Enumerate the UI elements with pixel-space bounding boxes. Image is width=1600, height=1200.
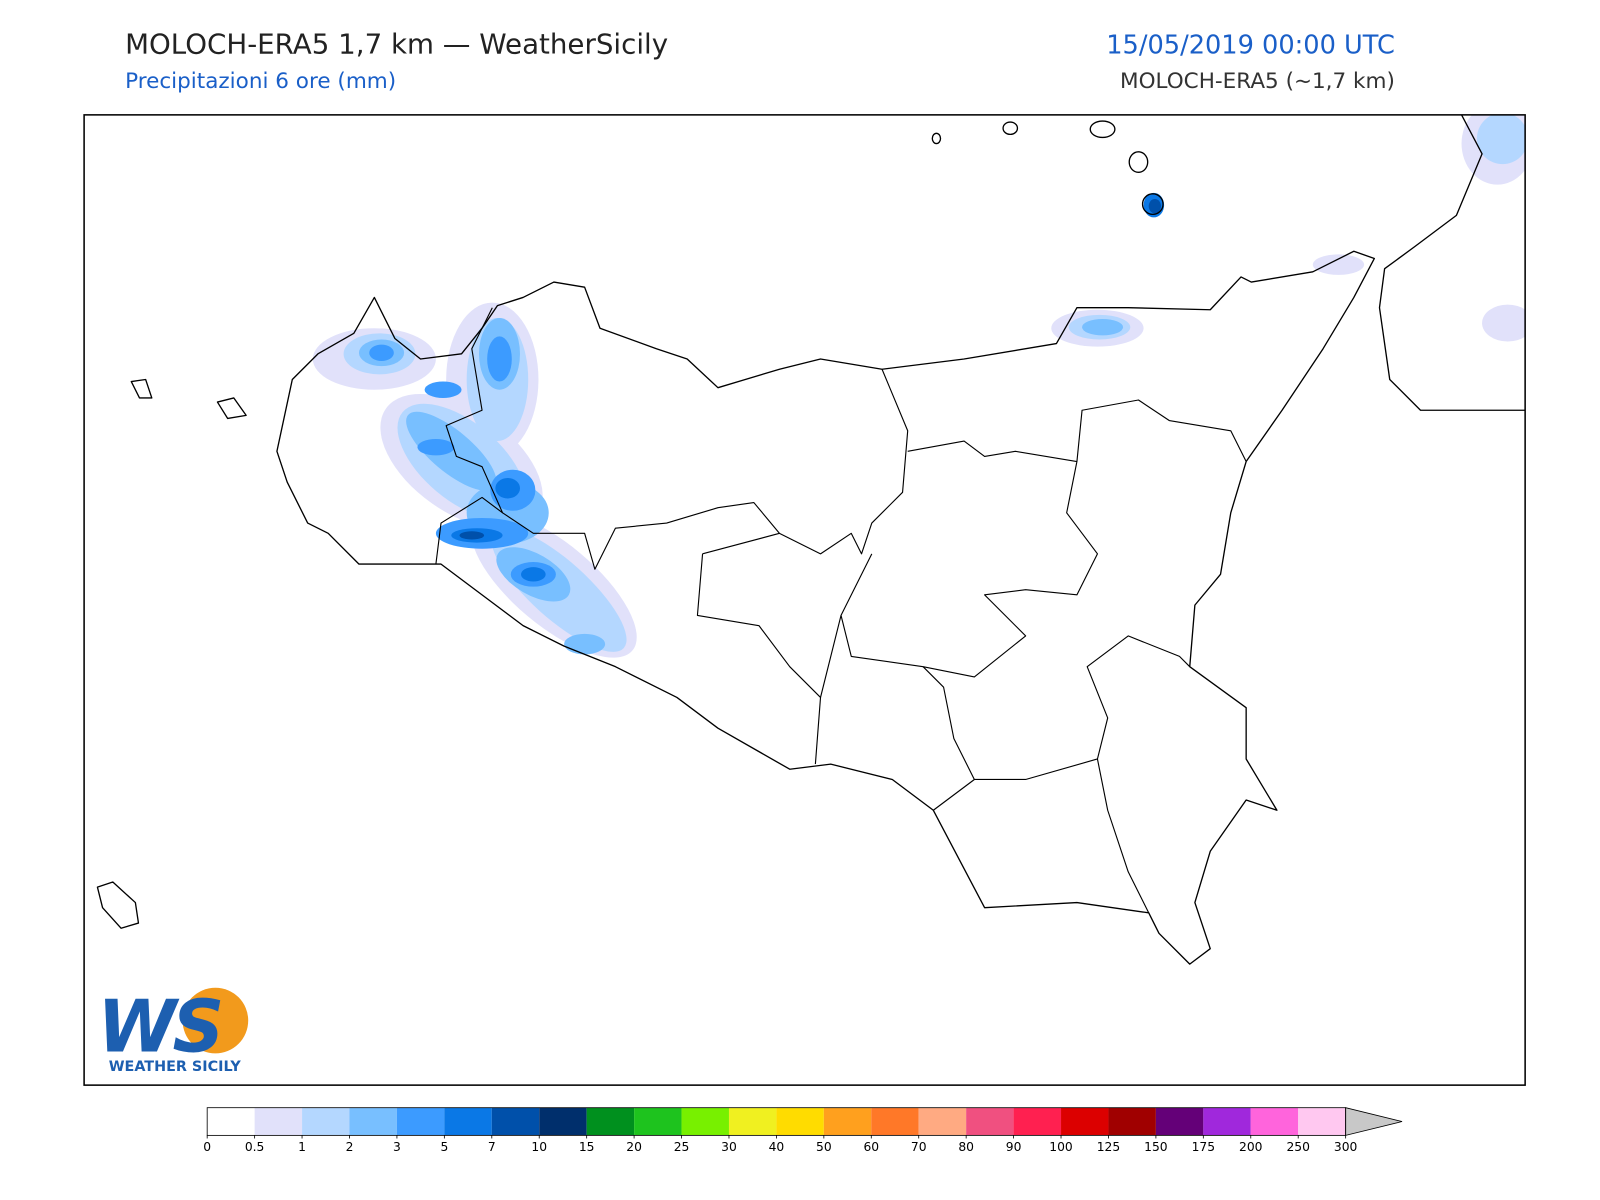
colorbar-box <box>396 1107 445 1136</box>
colorbar-tick-label: 175 <box>1192 1140 1215 1154</box>
colorbar-box <box>1250 1107 1299 1136</box>
colorbar-box <box>491 1107 540 1136</box>
colorbar-box <box>349 1107 397 1136</box>
colorbar-tick-label: 7 <box>488 1140 496 1154</box>
colorbar-tick-label: 15 <box>579 1140 595 1154</box>
colorbar-box <box>539 1107 587 1136</box>
colorbar-box <box>1108 1107 1156 1136</box>
colorbar-box <box>586 1107 635 1136</box>
colorbar-tick-label: 50 <box>816 1140 832 1154</box>
model-name: MOLOCH-ERA5 (~1,7 km) <box>1120 69 1395 94</box>
colorbar-box <box>207 1107 255 1136</box>
colorbar-box <box>871 1107 919 1136</box>
colorbar-tick-label: 10 <box>531 1140 547 1154</box>
colorbar: 0 0.5 1 2 3 5 7 10 15 20 25 30 40 50 60 70 80 90 100 125 150… <box>203 1107 1403 1154</box>
logo: WS WEATHER SICILY <box>97 984 249 1075</box>
colorbar-box <box>634 1107 682 1136</box>
colorbar-tick-label: 0 <box>203 1140 211 1154</box>
colorbar-box <box>728 1107 777 1136</box>
colorbar-tick-label: 70 <box>911 1140 927 1154</box>
colorbar-tick-label: 200 <box>1239 1140 1262 1154</box>
colorbar-box <box>918 1107 967 1136</box>
colorbar-box <box>1061 1107 1109 1136</box>
colorbar-box <box>1013 1107 1062 1136</box>
colorbar-box <box>254 1107 303 1136</box>
colorbar-box <box>444 1107 492 1136</box>
logo-sun <box>182 987 249 1054</box>
colorbar-tick-label: 90 <box>1006 1140 1022 1154</box>
map <box>83 114 1526 1086</box>
colorbar-tick-label: 100 <box>1049 1140 1072 1154</box>
colorbar-tick-label: 150 <box>1144 1140 1167 1154</box>
colorbar-tick-label: 5 <box>440 1140 448 1154</box>
colorbar-tick-label: 25 <box>674 1140 690 1154</box>
precipitation-field <box>312 114 1526 658</box>
colorbar-tick-label: 0.5 <box>245 1140 265 1154</box>
colorbar-box <box>823 1107 872 1136</box>
map-frame-bg <box>84 114 1526 1086</box>
colorbar-tick-label: 250 <box>1286 1140 1309 1154</box>
colorbar-box <box>302 1107 350 1136</box>
logo-name: WEATHER SICILY <box>109 1059 242 1075</box>
colorbar-box <box>1155 1107 1204 1136</box>
valid-time: 15/05/2019 00:00 UTC <box>1106 30 1395 60</box>
colorbar-tick-label: 80 <box>958 1140 974 1154</box>
colorbar-extension <box>1345 1107 1403 1136</box>
colorbar-box <box>1298 1107 1346 1136</box>
colorbar-box <box>1203 1107 1251 1136</box>
province-borders <box>435 307 1247 914</box>
map-subtitle: Precipitazioni 6 ore (mm) <box>125 69 396 94</box>
colorbar-box <box>776 1107 824 1136</box>
colorbar-tick-label: 3 <box>393 1140 401 1154</box>
colorbar-tick-label: 2 <box>346 1140 354 1154</box>
logo-mark: WS <box>97 984 220 1068</box>
coastlines <box>96 114 1526 965</box>
colorbar-tick-label: 20 <box>626 1140 642 1154</box>
colorbar-tick-label: 1 <box>298 1140 306 1154</box>
map-title: MOLOCH-ERA5 1,7 km — WeatherSicily <box>125 27 668 60</box>
map-frame <box>83 114 1526 1086</box>
colorbar-box <box>681 1107 729 1136</box>
colorbar-tick-label: 125 <box>1097 1140 1120 1154</box>
colorbar-tick-label: 30 <box>721 1140 737 1154</box>
colorbar-tick-label: 60 <box>863 1140 879 1154</box>
colorbar-box <box>966 1107 1014 1136</box>
colorbar-tick-label: 300 <box>1334 1140 1357 1154</box>
colorbar-tick-label: 40 <box>769 1140 785 1154</box>
